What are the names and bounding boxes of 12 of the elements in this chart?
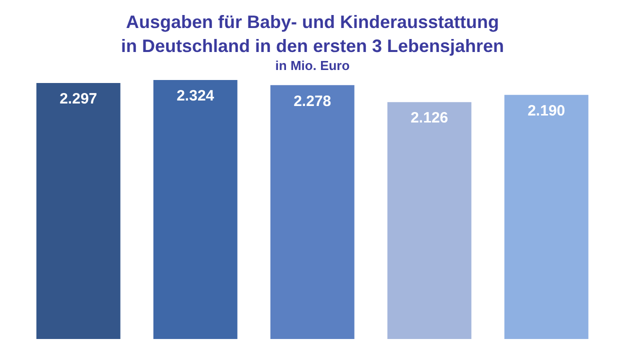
chart-subtitle: in Mio. Euro [274,58,351,74]
bar [36,83,120,339]
data-label: 2.126 [410,110,448,127]
data-label: 2.278 [294,92,332,110]
data-label: 2.324 [176,88,215,105]
data-label: 2.190 [528,102,566,120]
data-label: 2.297 [60,90,98,108]
bar [270,85,354,339]
bar [153,80,238,339]
bar [387,102,472,339]
chart-title: Ausgaben für Baby- und Kinderausstattung in Deutschland in den ersten 3 Lebensjahren [120,11,506,58]
bar [504,94,588,339]
